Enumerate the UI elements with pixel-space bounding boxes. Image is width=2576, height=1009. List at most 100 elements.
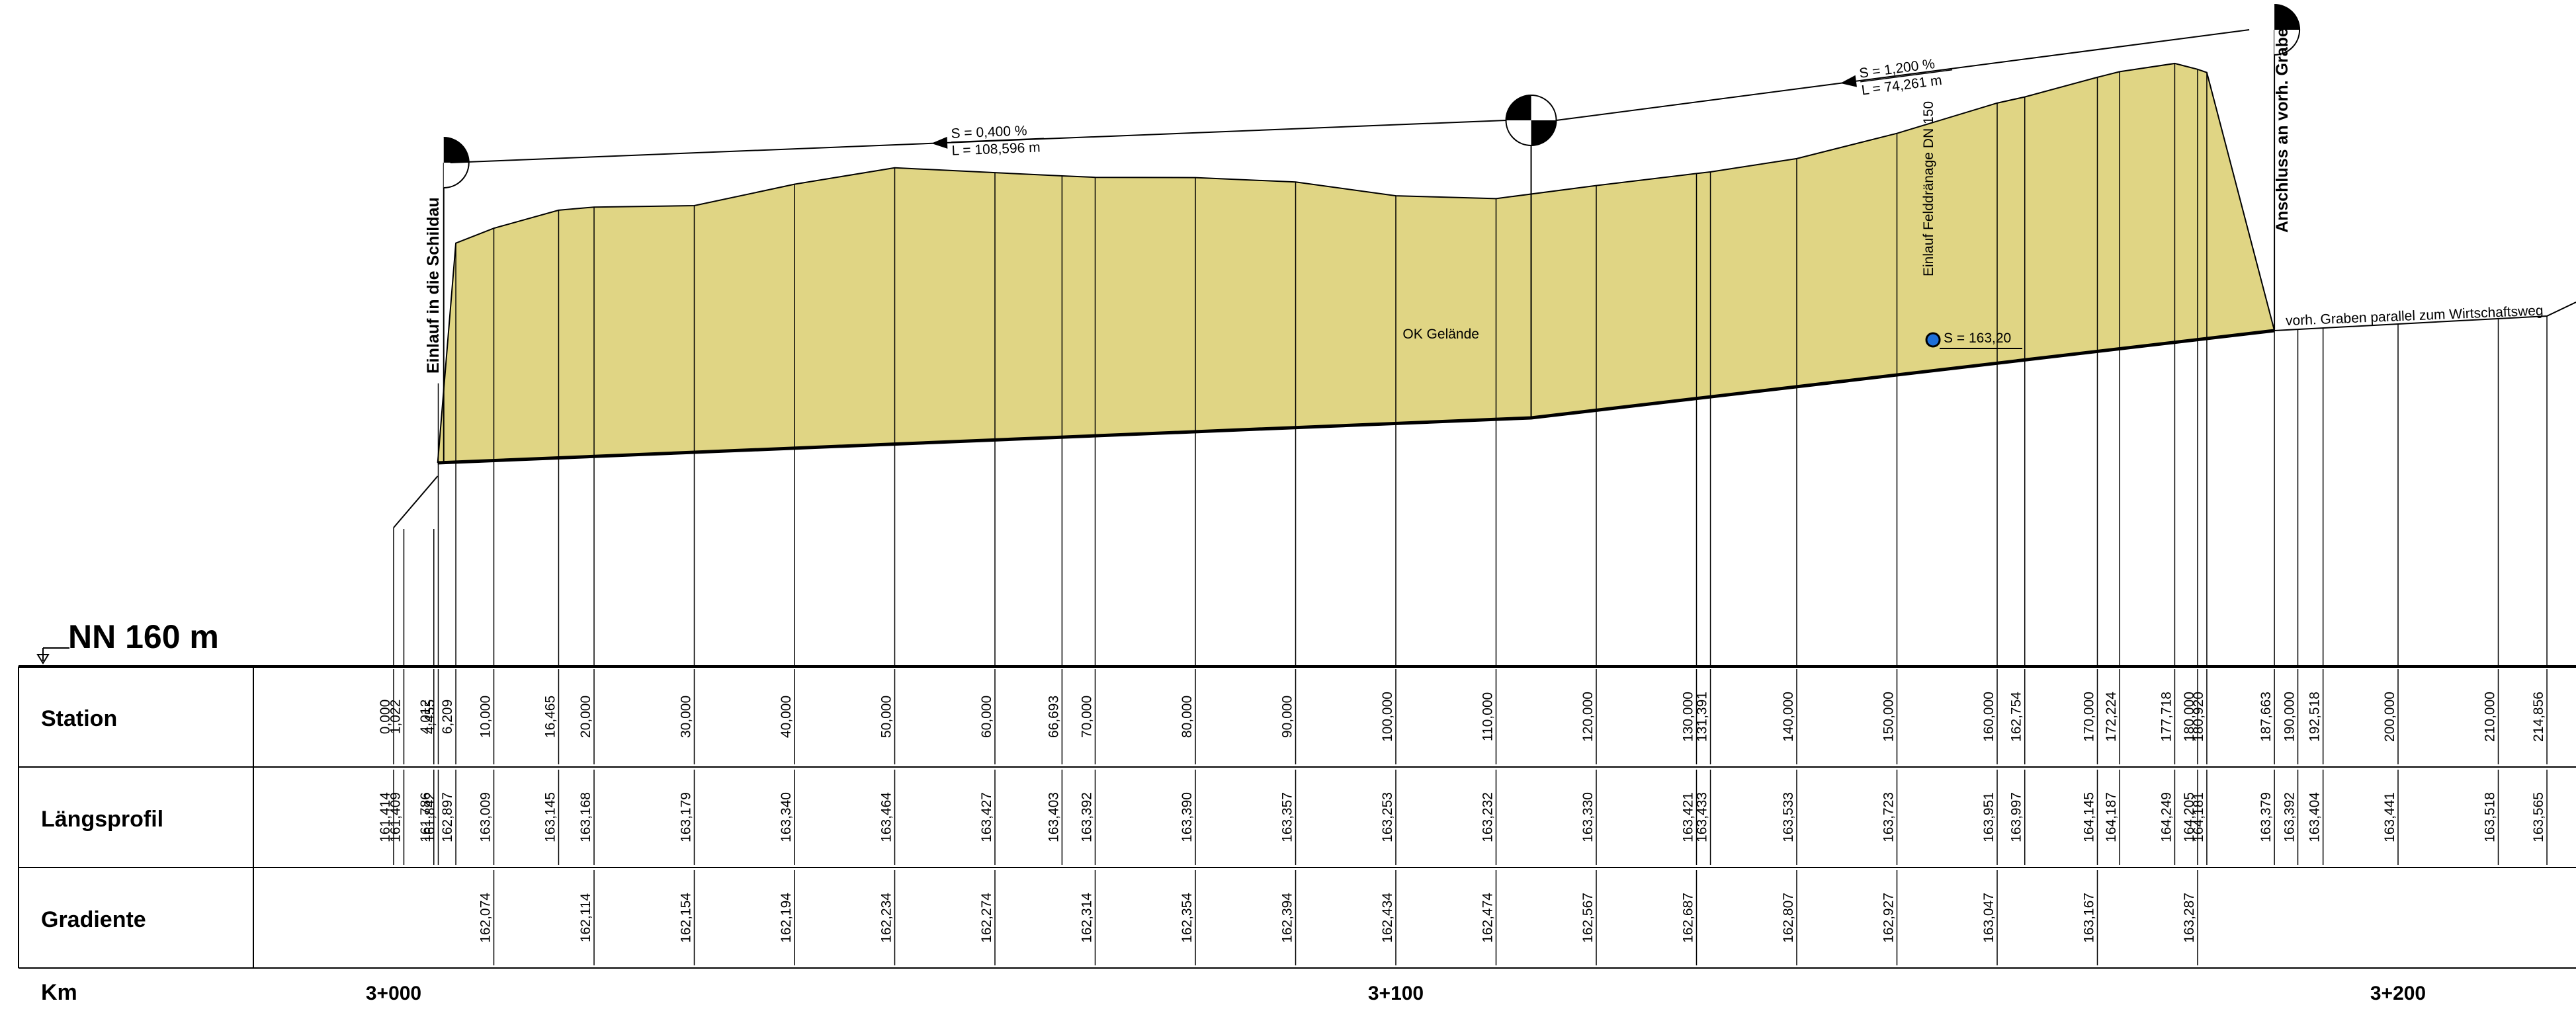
table-cell: 162,754	[2009, 669, 2026, 764]
table-cell: 163,404	[2307, 770, 2324, 865]
table-cell: 1,022	[388, 669, 405, 764]
table-cell: 187,663	[2258, 669, 2275, 764]
table-cell: 66,693	[1046, 669, 1063, 764]
table-cell: 163,421	[1681, 770, 1697, 865]
profile-table: Station Längsprofil Gradiente Km 0,000 16…	[18, 665, 2576, 1005]
svg-text:162,314: 162,314	[1080, 893, 1095, 943]
table-cell: 190,000	[2282, 669, 2299, 764]
table-cell: 162,927	[1881, 870, 1898, 965]
structure-label-anschluss: Anschluss an vorh. Graben	[2273, 18, 2292, 233]
table-cell: 164,205	[2182, 770, 2198, 865]
table-cell: 164,187	[2104, 770, 2120, 865]
table-cell: 163,427	[979, 770, 996, 865]
table-cell: 164,145	[2082, 770, 2098, 865]
svg-text:163,357: 163,357	[1280, 792, 1295, 842]
svg-text:163,340: 163,340	[779, 792, 794, 842]
svg-text:163,392: 163,392	[1080, 792, 1095, 842]
table-cell: 162,687	[1681, 870, 1697, 965]
svg-text:100,000: 100,000	[1380, 692, 1395, 742]
table-cell: 162,234	[879, 870, 896, 965]
table-cell: 163,287	[2182, 870, 2198, 965]
table-cell: 210,000	[2483, 669, 2499, 764]
svg-text:180,920: 180,920	[2191, 692, 2206, 742]
datum-marker: NN 160 m	[36, 618, 219, 665]
svg-text:161,409: 161,409	[388, 792, 403, 842]
table-cell: 162,194	[779, 870, 795, 965]
table-cell: 164,181	[2191, 770, 2208, 865]
svg-text:20,000: 20,000	[578, 696, 593, 738]
table-cell: 162,474	[1481, 870, 1497, 965]
table-cell: 164,249	[2159, 770, 2176, 865]
table-cell: 163,518	[2483, 770, 2499, 865]
svg-text:162,434: 162,434	[1380, 893, 1395, 943]
table-cell: 30,000	[679, 669, 695, 764]
slope-arrow	[931, 136, 948, 149]
svg-text:162,897: 162,897	[440, 792, 455, 842]
table-cell: 163,009	[478, 770, 495, 865]
svg-text:1,022: 1,022	[388, 700, 403, 735]
svg-text:161,786: 161,786	[418, 792, 433, 842]
svg-text:161,842: 161,842	[422, 792, 437, 842]
svg-text:164,205: 164,205	[2182, 792, 2197, 842]
svg-text:110,000: 110,000	[1481, 692, 1496, 741]
svg-text:192,518: 192,518	[2307, 692, 2323, 742]
ditch-label: vorh. Graben parallel zum Wirtschaftsweg	[2286, 303, 2544, 329]
marker-point	[1925, 332, 1941, 348]
svg-text:163,379: 163,379	[2258, 792, 2274, 842]
table-cell: 161,842	[422, 770, 439, 865]
svg-text:163,390: 163,390	[1180, 792, 1195, 842]
svg-text:214,856: 214,856	[2531, 692, 2546, 742]
table-cell: 214,856	[2531, 669, 2548, 764]
table-cell: 163,951	[1981, 770, 1998, 865]
ok-gelaende-label: OK Gelände	[1402, 327, 1479, 342]
svg-text:163,330: 163,330	[1580, 792, 1596, 842]
table-cell: 200,000	[2382, 669, 2399, 764]
svg-text:162,474: 162,474	[1481, 893, 1496, 943]
table-cell: 163,357	[1280, 770, 1297, 865]
table-cell: 172,224	[2104, 669, 2120, 764]
table-cell: 161,414	[378, 770, 394, 865]
table-cell: 130,000	[1681, 669, 1697, 764]
svg-text:163,232: 163,232	[1481, 792, 1496, 842]
svg-text:140,000: 140,000	[1781, 692, 1796, 742]
svg-text:70,000: 70,000	[1080, 696, 1095, 738]
svg-text:160,000: 160,000	[1981, 692, 1996, 742]
manhole-symbol	[2274, 4, 2301, 56]
svg-text:163,518: 163,518	[2483, 792, 2498, 842]
svg-text:162,194: 162,194	[779, 893, 794, 943]
svg-text:164,181: 164,181	[2191, 792, 2206, 842]
table-cell: 50,000	[879, 669, 896, 764]
structures-layer: Einlauf in die Schildau Anschluss an vorh…	[424, 4, 2301, 463]
svg-text:150,000: 150,000	[1881, 692, 1897, 742]
svg-text:163,433: 163,433	[1695, 792, 1710, 842]
outlet-slope	[393, 475, 439, 528]
table-cell: 162,274	[979, 870, 996, 965]
svg-text:162,114: 162,114	[578, 893, 593, 943]
slope-line	[1556, 29, 2250, 121]
table-cell: 161,409	[388, 770, 405, 865]
svg-text:163,533: 163,533	[1781, 792, 1796, 842]
table-cell: 80,000	[1180, 669, 1196, 764]
table-cell: 60,000	[979, 669, 996, 764]
svg-text:130,000: 130,000	[1681, 692, 1696, 742]
svg-text:163,009: 163,009	[478, 792, 494, 842]
svg-text:177,718: 177,718	[2159, 692, 2174, 742]
table-cell: 162,354	[1180, 870, 1196, 965]
table-cell: 163,167	[2082, 870, 2098, 965]
table-cell: 163,330	[1580, 770, 1597, 865]
table-cell: 162,897	[440, 770, 456, 865]
table-cell: 180,920	[2191, 669, 2208, 764]
svg-text:161,414: 161,414	[378, 792, 393, 842]
table-cell: 40,000	[779, 669, 795, 764]
table-cell: 163,379	[2258, 770, 2275, 865]
svg-text:163,441: 163,441	[2382, 792, 2397, 842]
svg-text:163,723: 163,723	[1881, 792, 1897, 842]
table-cell: 131,391	[1695, 669, 1711, 764]
table-cell: 163,179	[679, 770, 695, 865]
svg-text:187,663: 187,663	[2258, 692, 2274, 742]
table-cell: 10,000	[478, 669, 495, 764]
table-cell: 163,464	[879, 770, 896, 865]
svg-text:10,000: 10,000	[478, 696, 494, 738]
svg-text:163,287: 163,287	[2182, 893, 2197, 943]
